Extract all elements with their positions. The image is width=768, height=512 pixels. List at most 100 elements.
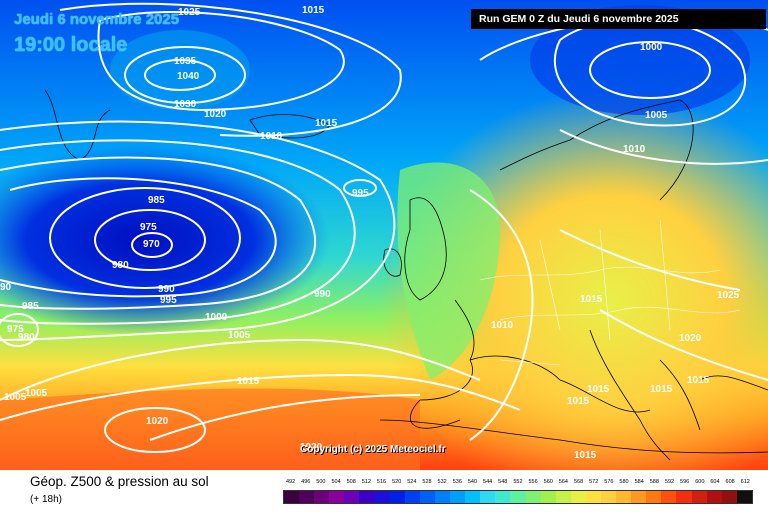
scale-color-swatch bbox=[646, 491, 662, 503]
border-line bbox=[499, 359, 561, 366]
isobar-label: 995 bbox=[352, 188, 369, 199]
scale-value-label: 568 bbox=[573, 479, 584, 485]
scale-color-swatch bbox=[359, 491, 375, 503]
isobar-label: 1015 bbox=[574, 450, 597, 461]
scale-value-label: 552 bbox=[513, 479, 523, 485]
scale-color-swatch bbox=[344, 491, 360, 503]
scale-value-label: 560 bbox=[543, 479, 553, 485]
isobar-995-small bbox=[343, 179, 377, 197]
isobar-1035 bbox=[124, 46, 246, 104]
scale-color-swatch bbox=[404, 491, 420, 503]
scale-color-swatch bbox=[600, 491, 617, 503]
isobar-label: 1025 bbox=[178, 7, 201, 18]
scale-value-label: 540 bbox=[467, 479, 478, 485]
isobar-995 bbox=[0, 139, 356, 325]
scale-value-label: 520 bbox=[392, 479, 402, 485]
scale-color-swatch bbox=[616, 491, 632, 503]
scale-color-swatch bbox=[570, 491, 586, 503]
scale-color-swatch bbox=[540, 491, 556, 503]
scale-value-label: 612 bbox=[740, 479, 750, 485]
scale-value-label: 572 bbox=[589, 479, 599, 485]
isobar-label: 1005 bbox=[228, 330, 251, 341]
border-line bbox=[539, 239, 561, 331]
scale-value-label: 608 bbox=[725, 479, 735, 485]
isobar-label: 990 bbox=[314, 289, 331, 300]
isobar-label: 1020 bbox=[204, 109, 227, 120]
isobar-990 bbox=[0, 156, 317, 310]
isobar-label: 1015 bbox=[302, 5, 325, 16]
isobar-label: 970 bbox=[143, 239, 160, 250]
isobar-label: 1005 bbox=[25, 388, 48, 399]
scale-color-swatch bbox=[480, 491, 496, 503]
isobar-label: 1000 bbox=[640, 42, 663, 53]
isobar-label: 980 bbox=[112, 260, 129, 271]
isobar-label: 1015 bbox=[650, 384, 673, 395]
border-line bbox=[659, 219, 671, 331]
scale-color-swatch bbox=[450, 491, 466, 503]
isobar-1015-east bbox=[599, 309, 768, 381]
scale-color-swatch bbox=[721, 491, 737, 503]
scale-color-swatch bbox=[419, 491, 435, 503]
isobar-label: 985 bbox=[22, 301, 39, 312]
forecast-date: Jeudi 6 novembre 2025 bbox=[14, 11, 180, 28]
scale-color-swatch bbox=[661, 491, 677, 503]
isobar-label: 1035 bbox=[174, 56, 197, 67]
green-band bbox=[397, 162, 500, 380]
isobar-1010 bbox=[0, 373, 521, 421]
scale-color-swatch bbox=[299, 491, 315, 503]
isobar-label: 1020 bbox=[679, 333, 702, 344]
isobar-1000-north bbox=[589, 41, 711, 99]
scale-color-swatch bbox=[706, 491, 722, 503]
isobar-label: 975 bbox=[140, 222, 157, 233]
iceland-coast bbox=[249, 114, 331, 139]
isobar-label: 1000 bbox=[205, 312, 228, 323]
scale-color-swatch bbox=[631, 491, 647, 503]
isobar-label: 1015 bbox=[587, 384, 610, 395]
scale-color-swatch bbox=[389, 491, 405, 503]
scale-color-swatch bbox=[329, 491, 345, 503]
scale-value-label: 548 bbox=[498, 479, 508, 485]
scale-value-label: 536 bbox=[452, 479, 462, 485]
scale-value-label: 596 bbox=[680, 479, 690, 485]
france-iberia-coast bbox=[410, 299, 475, 429]
isobar-label: 975 bbox=[7, 324, 24, 335]
forecast-local-time: 19:00 locale bbox=[14, 34, 128, 56]
greece-coast bbox=[659, 359, 701, 431]
isobar-label: 990 bbox=[158, 284, 175, 295]
isobar-label: 1015 bbox=[580, 294, 603, 305]
mediterranean-coast bbox=[469, 355, 651, 413]
legend-title: Géop. Z500 & pression au sol bbox=[30, 474, 209, 489]
isobar-label: 1005 bbox=[645, 110, 668, 121]
border-line bbox=[479, 266, 721, 281]
scale-value-label: 580 bbox=[619, 479, 629, 485]
isobar-1010-east bbox=[469, 189, 534, 441]
country-borders bbox=[479, 219, 741, 366]
scale-value-label: 512 bbox=[361, 479, 371, 485]
isobar-label: 1040 bbox=[177, 71, 200, 82]
scale-value-label: 592 bbox=[664, 479, 675, 485]
isobar-label: 90 bbox=[0, 282, 12, 293]
scale-value-label: 588 bbox=[649, 479, 659, 485]
scale-value-label: 492 bbox=[285, 479, 296, 485]
isobar-label: 1010 bbox=[260, 131, 283, 142]
scale-color-swatch bbox=[691, 491, 707, 503]
scale-color-swatch bbox=[465, 491, 481, 503]
scale-color-swatch bbox=[374, 491, 390, 503]
isobar-label: 1020 bbox=[146, 416, 169, 427]
scandinavia-coast bbox=[499, 99, 694, 201]
isobar-label: 1030 bbox=[174, 99, 197, 110]
scale-value-label: 564 bbox=[558, 479, 568, 485]
scale-color-swatch bbox=[284, 491, 300, 503]
uk-coast bbox=[404, 197, 447, 301]
color-scale-labels: 492 496 500 504 508 512 516 520 524 528 532 536 540 5… bbox=[283, 479, 753, 485]
isobar-label: 1010 bbox=[491, 320, 514, 331]
subtropical-warm-area bbox=[0, 388, 420, 470]
isobar-980 bbox=[49, 187, 241, 289]
scale-value-label: 556 bbox=[528, 479, 538, 485]
turkey-coast bbox=[699, 375, 768, 391]
scale-color-swatch bbox=[314, 491, 330, 503]
scale-value-label: 532 bbox=[437, 479, 447, 485]
isobar-1015 bbox=[149, 394, 421, 441]
isobar-970 bbox=[131, 232, 173, 258]
